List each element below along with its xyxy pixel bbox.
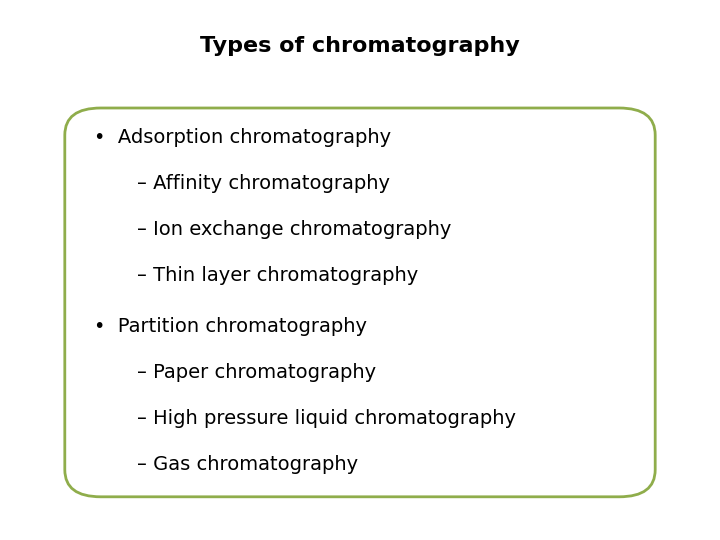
FancyBboxPatch shape [65, 108, 655, 497]
Text: – Affinity chromatography: – Affinity chromatography [112, 174, 390, 193]
Text: – Ion exchange chromatography: – Ion exchange chromatography [112, 220, 451, 239]
Text: – High pressure liquid chromatography: – High pressure liquid chromatography [112, 409, 516, 428]
Text: •  Adsorption chromatography: • Adsorption chromatography [94, 128, 391, 147]
Text: •  Partition chromatography: • Partition chromatography [94, 317, 366, 336]
Text: – Gas chromatography: – Gas chromatography [112, 455, 358, 474]
Text: – Thin layer chromatography: – Thin layer chromatography [112, 266, 418, 285]
Text: Types of chromatography: Types of chromatography [200, 36, 520, 56]
Text: – Paper chromatography: – Paper chromatography [112, 363, 376, 382]
